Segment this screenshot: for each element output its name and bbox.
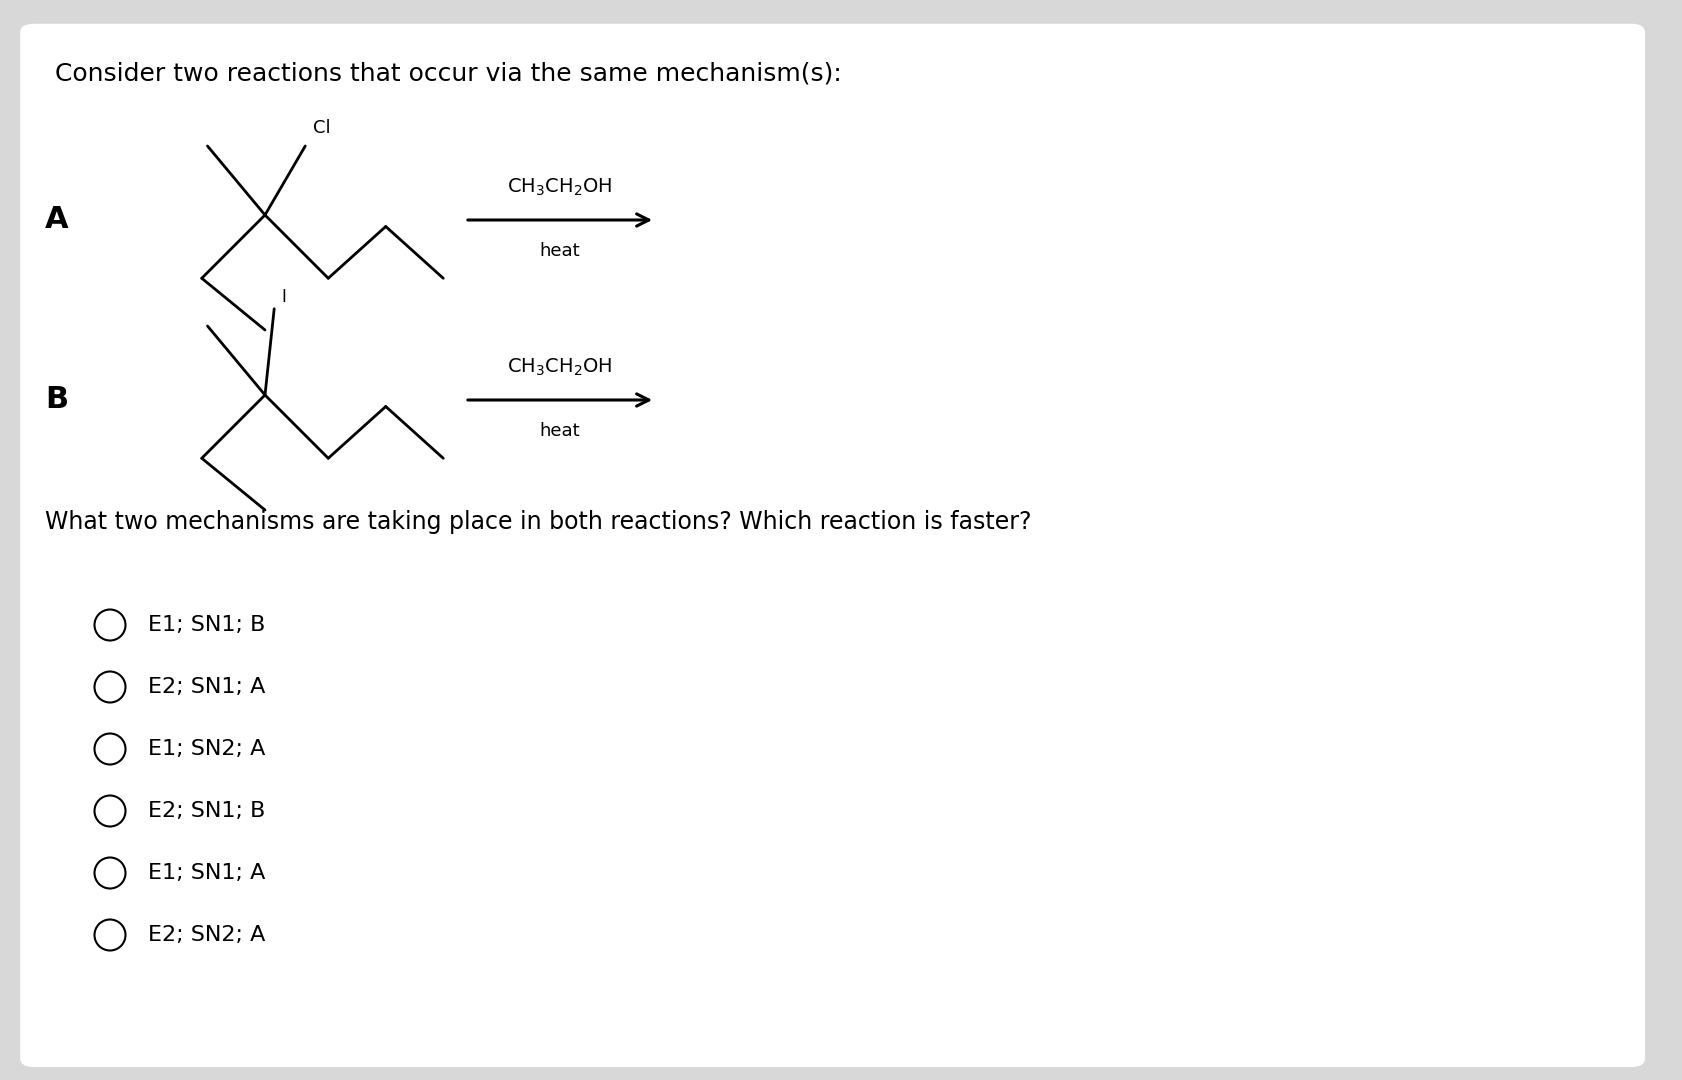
Text: Consider two reactions that occur via the same mechanism(s):: Consider two reactions that occur via th…	[56, 62, 841, 86]
Text: Cl: Cl	[313, 119, 331, 137]
Text: E2; SN2; A: E2; SN2; A	[148, 924, 266, 945]
Text: E2; SN1; A: E2; SN1; A	[148, 677, 266, 697]
Text: E1; SN1; A: E1; SN1; A	[148, 863, 266, 883]
Text: B: B	[45, 386, 69, 415]
Text: E1; SN2; A: E1; SN2; A	[148, 739, 266, 759]
Text: CH$_3$CH$_2$OH: CH$_3$CH$_2$OH	[508, 356, 612, 378]
Text: What two mechanisms are taking place in both reactions? Which reaction is faster: What two mechanisms are taking place in …	[45, 510, 1031, 534]
Text: E2; SN1; B: E2; SN1; B	[148, 801, 266, 821]
Text: E1; SN1; B: E1; SN1; B	[148, 615, 266, 635]
Text: CH$_3$CH$_2$OH: CH$_3$CH$_2$OH	[508, 177, 612, 198]
Text: I: I	[281, 288, 286, 307]
Text: heat: heat	[540, 242, 580, 260]
Text: A: A	[45, 205, 69, 234]
Text: heat: heat	[540, 422, 580, 440]
